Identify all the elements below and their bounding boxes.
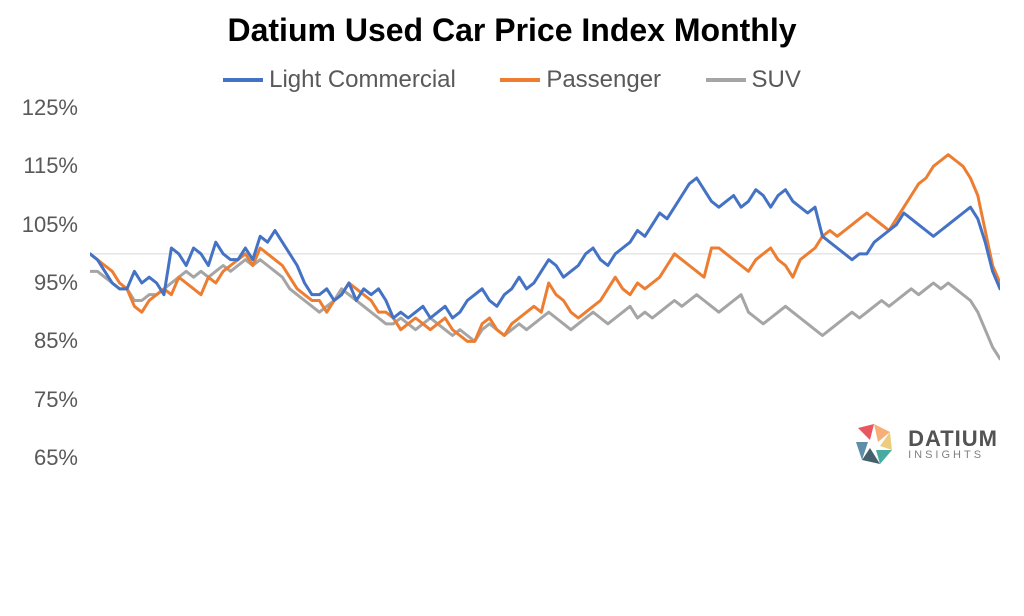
legend-swatch [706,78,746,82]
legend-label: Passenger [546,66,661,94]
watermark-text: DATIUM INSIGHTS [908,428,998,461]
legend-swatch [223,78,263,82]
y-tick-label: 85% [34,328,78,354]
watermark-brand: DATIUM [908,428,998,450]
watermark-sub: INSIGHTS [908,450,998,461]
y-tick-label: 125% [22,95,78,121]
legend-label: SUV [752,66,801,94]
legend-label: Light Commercial [269,66,456,94]
y-tick-label: 75% [34,387,78,413]
legend-swatch [500,78,540,82]
legend-item-passenger: Passenger [500,66,661,94]
watermark-logo: DATIUM INSIGHTS [850,420,998,468]
legend-item-suv: SUV [706,66,801,94]
datium-logo-icon [850,420,898,468]
legend: Light Commercial Passenger SUV [0,66,1024,94]
y-tick-label: 105% [22,212,78,238]
plot-area [90,108,1000,458]
y-tick-label: 95% [34,270,78,296]
chart-container: Datium Used Car Price Index Monthly Ligh… [0,0,1024,616]
y-axis: 65%75%85%95%105%115%125% [0,108,78,458]
y-tick-label: 65% [34,445,78,471]
y-tick-label: 115% [23,153,78,179]
chart-title: Datium Used Car Price Index Monthly [0,12,1024,49]
series-line-suv [90,260,1000,359]
legend-item-light-commercial: Light Commercial [223,66,456,94]
